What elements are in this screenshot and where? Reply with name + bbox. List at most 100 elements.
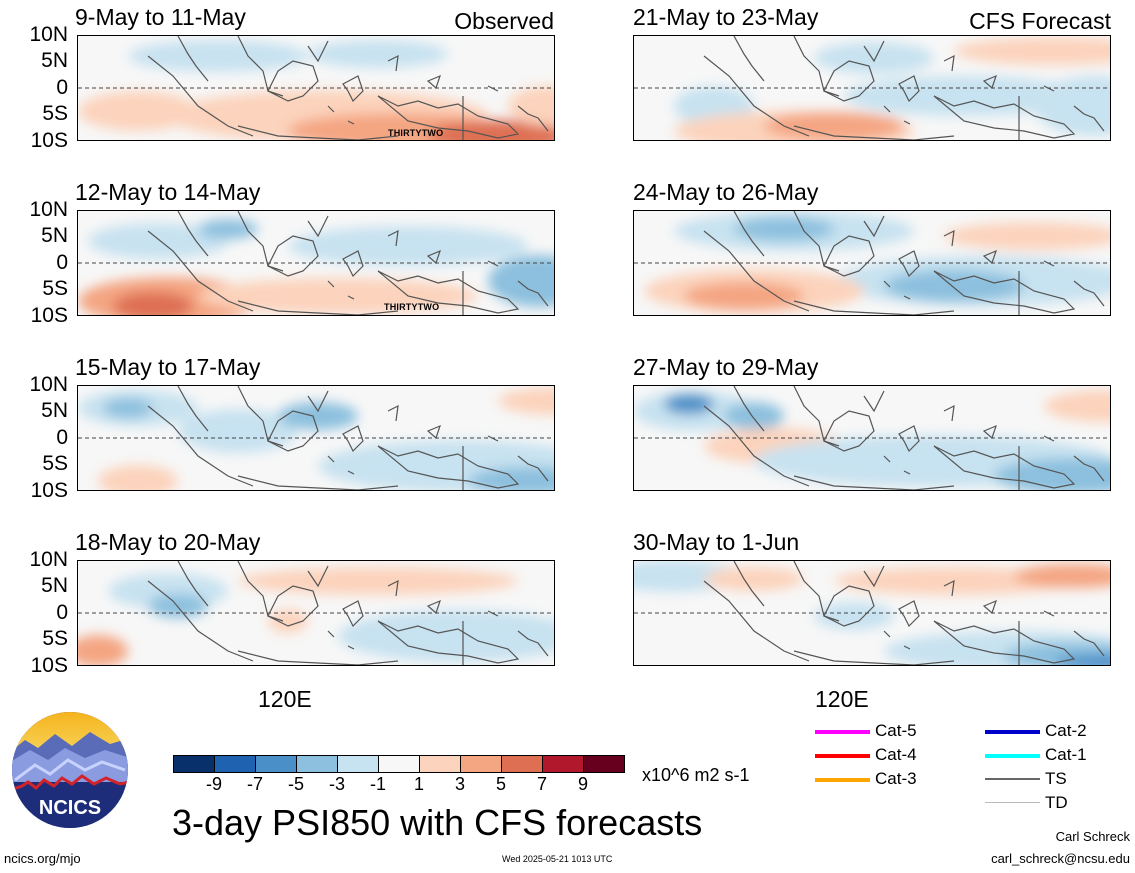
coastline [267, 235, 319, 277]
coastline [793, 211, 840, 272]
footer-url[interactable]: ncics.org/mjo [4, 851, 81, 866]
coastline [237, 561, 284, 622]
coastline [703, 405, 810, 487]
colorbar-swatch [214, 755, 256, 773]
panel-title-obs-4: 18-May to 20-May [75, 529, 261, 555]
colorbar-swatch [501, 755, 543, 773]
ncics-logo-graphic: NCICS [12, 712, 128, 828]
coastline [426, 599, 441, 615]
colorbar-swatch [542, 755, 584, 773]
colorbar-tick-label: 3 [454, 774, 465, 794]
y-tick-label: 5S [42, 452, 68, 475]
map-panel-fc-4 [633, 560, 1111, 666]
colorbar-swatch [460, 755, 502, 773]
anomaly-shading [113, 292, 193, 315]
footer-email[interactable]: carl_schreck@ncsu.edu [991, 851, 1130, 866]
map-panel-obs-1 [77, 35, 555, 141]
coastline [342, 250, 364, 278]
coastline [426, 74, 441, 90]
colorbar-swatch [583, 755, 625, 773]
anomaly-shading [338, 610, 554, 662]
storm-label-thirtytwo-1: THIRTYTWO [388, 128, 444, 138]
y-tick-label: 5S [42, 277, 68, 300]
anomaly-shading [128, 40, 308, 72]
coastline [307, 565, 329, 588]
y-tick-label: 5N [41, 399, 68, 422]
coastline [863, 565, 885, 588]
coastline [377, 95, 520, 139]
colorbar-swatch [296, 755, 338, 773]
legend-line-cat-5 [815, 730, 870, 734]
y-tick-label: 5S [42, 627, 68, 650]
coastline [883, 610, 1055, 650]
coastline [1073, 630, 1105, 657]
anomaly-shading [428, 120, 554, 140]
coastline [943, 54, 955, 72]
anomaly-shading [148, 594, 208, 618]
anomaly-shading [178, 409, 298, 453]
anomaly-shading [278, 402, 358, 430]
coastline [933, 95, 1076, 139]
legend-line-cat-2 [985, 730, 1040, 734]
coastline [883, 260, 1055, 300]
coastline [327, 85, 499, 125]
colorbar-swatch [255, 755, 297, 773]
coastline [793, 650, 955, 665]
coastline [237, 386, 284, 447]
coastline [387, 54, 399, 72]
footer-author: Carl Schreck [1055, 829, 1130, 844]
coastline [387, 579, 399, 597]
coastline [982, 74, 997, 90]
coastline [147, 405, 254, 487]
panel-title-fc-3: 27-May to 29-May [633, 354, 819, 380]
coastline [982, 249, 997, 265]
legend-label-td: TD [1045, 793, 1068, 812]
coastline [898, 425, 920, 453]
coastline [943, 404, 955, 422]
x-tick-label-obs: 120E [258, 686, 312, 712]
coastline [307, 390, 329, 413]
coastline [883, 85, 1055, 125]
coastline [342, 425, 364, 453]
coastline [342, 75, 364, 103]
legend-label-cat-1: Cat-1 [1045, 745, 1087, 764]
coastline [1073, 455, 1105, 482]
map-panel-obs-3 [77, 385, 555, 491]
cfs-forecast-label: CFS Forecast [969, 8, 1111, 34]
coastline [517, 280, 549, 307]
coastline [267, 585, 319, 627]
panel-title-fc-1: 21-May to 23-May [633, 4, 819, 30]
legend-label-ts: TS [1045, 769, 1067, 788]
y-tick-label: 10S [30, 129, 68, 152]
anomaly-shading [884, 270, 1024, 302]
y-tick-label: 0 [56, 601, 68, 624]
coastline [933, 270, 1076, 314]
anomaly-shading [1044, 390, 1110, 422]
coastline [177, 386, 209, 432]
map-panel-obs-2 [77, 210, 555, 316]
coastline [883, 435, 1055, 475]
coastline [823, 235, 875, 277]
anomaly-shading [238, 567, 518, 595]
coastline [237, 36, 284, 97]
colorbar-tick-label: -1 [369, 774, 386, 794]
y-tick-label: 10N [29, 373, 68, 396]
colorbar-tick-label: 5 [495, 774, 506, 794]
map-svg [78, 211, 554, 315]
y-tick-label: 10S [30, 304, 68, 327]
coastline [733, 36, 765, 82]
y-tick-label: 5N [41, 574, 68, 597]
coastline [327, 435, 499, 475]
coastline [793, 475, 955, 490]
y-tick-label: 0 [56, 426, 68, 449]
anomaly-shading [684, 282, 804, 310]
colorbar-tick-label: -9 [205, 774, 222, 794]
y-tick-label: 0 [56, 251, 68, 274]
anomaly-shading [814, 602, 894, 630]
map-svg [78, 561, 554, 665]
observed-label: Observed [454, 8, 554, 34]
map-svg [634, 386, 1110, 490]
legend-line-cat-4 [815, 754, 870, 758]
coastline [982, 599, 997, 615]
coastline [147, 580, 254, 662]
